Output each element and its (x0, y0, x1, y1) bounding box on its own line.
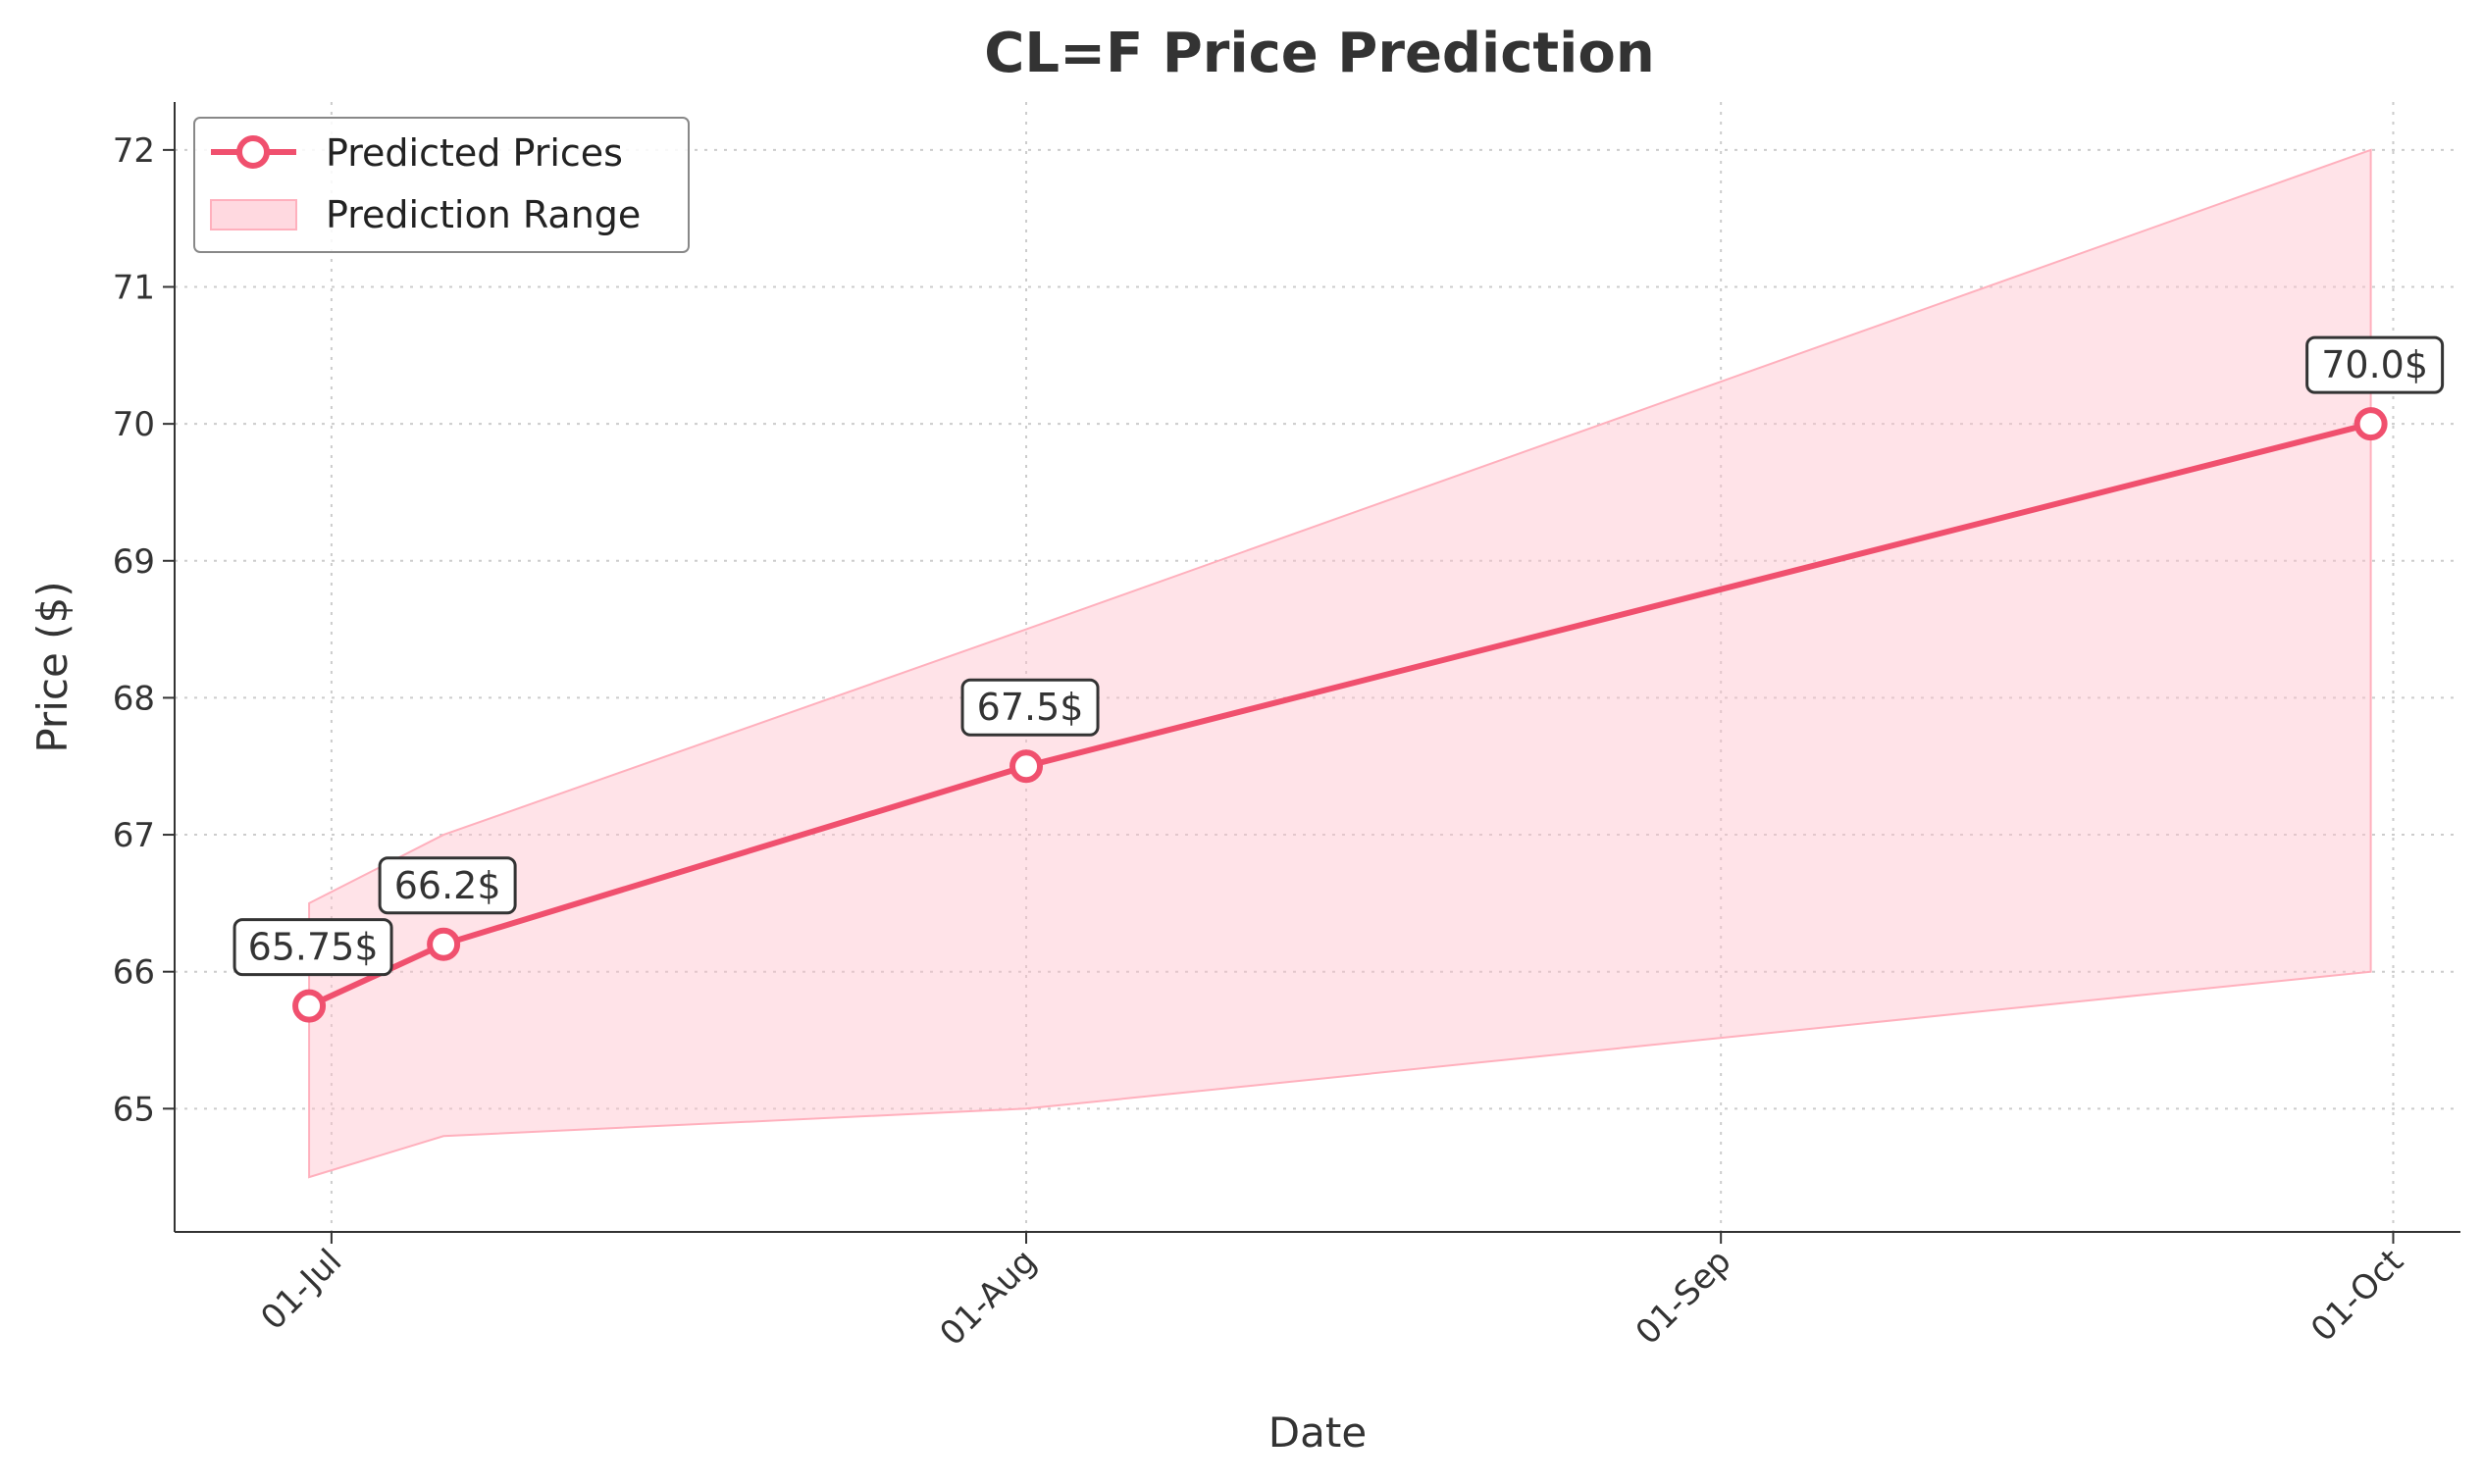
y-tick-label: 68 (113, 679, 155, 718)
y-tick-label: 70 (113, 405, 155, 444)
x-tick-label: 01-Sep (1629, 1242, 1739, 1353)
x-ticks: 01-Jul 01-Aug 01-Sep 01-Oct (253, 1232, 2411, 1354)
data-label: 66.2$ (394, 864, 501, 907)
data-label-box (233, 918, 393, 977)
data-point (427, 927, 461, 961)
data-label-box (2305, 335, 2445, 394)
y-axis-label: Price ($) (28, 581, 77, 752)
data-point (292, 989, 327, 1023)
points-layer (292, 407, 2388, 1023)
legend-entry-range: Prediction Range (326, 193, 641, 236)
annotations-layer: 65.75$ 66.2$ 67.5$ 70.0$ (233, 335, 2445, 977)
data-label-box (378, 856, 517, 915)
grid-layer (175, 102, 2460, 1232)
y-tick-label: 65 (113, 1090, 155, 1129)
y-tick-label: 67 (113, 816, 155, 855)
legend-marker-swatch (236, 135, 270, 169)
y-tick-label: 72 (113, 131, 155, 171)
x-tick-label: 01-Aug (932, 1242, 1044, 1354)
legend-range-swatch (210, 199, 297, 230)
y-ticks: 65 66 67 68 69 70 71 72 (113, 131, 175, 1129)
legend-box (193, 117, 690, 253)
legend-entry-predicted: Predicted Prices (326, 131, 623, 175)
data-label-box (960, 678, 1100, 737)
x-tick-label: 01-Jul (253, 1242, 349, 1338)
data-label: 67.5$ (977, 686, 1084, 729)
chart-title: CL=F Price Prediction (984, 22, 1654, 85)
data-label: 65.75$ (248, 926, 379, 969)
y-tick-label: 66 (113, 953, 155, 993)
y-tick-label: 69 (113, 542, 155, 582)
data-point (1009, 749, 1044, 784)
data-point (2354, 407, 2388, 441)
x-axis-label: Date (1268, 1408, 1367, 1457)
y-tick-label: 71 (113, 269, 155, 308)
x-tick-label: 01-Oct (2303, 1242, 2411, 1350)
data-label: 70.0$ (2321, 343, 2428, 386)
prediction-range-band (308, 148, 2372, 1179)
legend: Predicted Prices Prediction Range (193, 117, 690, 253)
